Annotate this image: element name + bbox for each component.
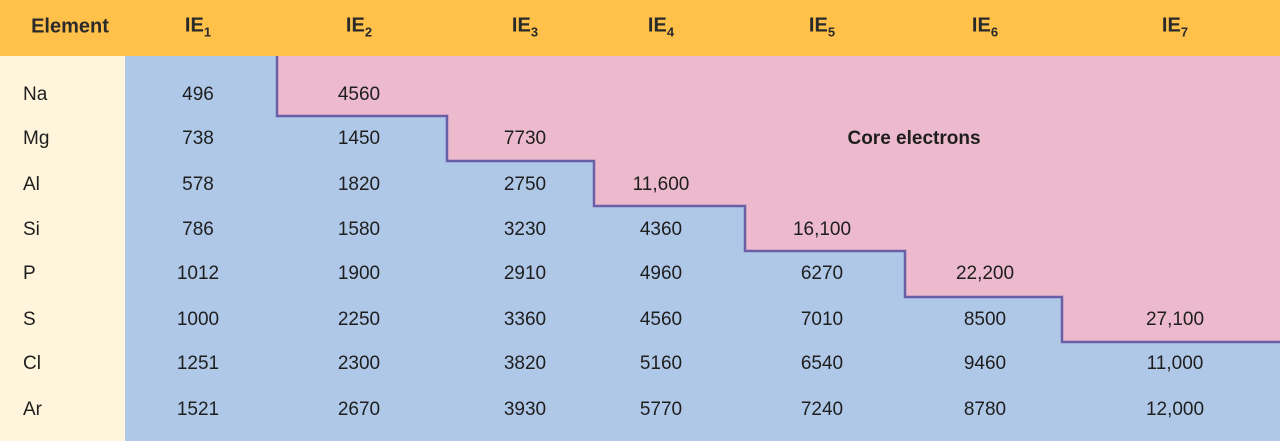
- bottom-rule: [0, 441, 1280, 446]
- table-cell: 1000: [176, 309, 220, 330]
- header-ie4: IE4: [648, 15, 674, 40]
- table-cell: 1450: [337, 128, 381, 149]
- header-ie1: IE1: [185, 15, 211, 40]
- table-header: [0, 0, 1280, 56]
- table-cell: 6540: [800, 353, 844, 374]
- table-cell: 4960: [639, 263, 683, 284]
- header-ie-subscript: 5: [827, 24, 836, 40]
- table-cell: 4560: [639, 309, 683, 330]
- table-cell: 1820: [337, 174, 381, 195]
- core-electrons-label: Core electrons: [847, 128, 981, 149]
- element-mg: Mg: [23, 128, 50, 149]
- table-cell: 2750: [503, 174, 547, 195]
- table-cell: 16,100: [792, 219, 852, 240]
- table-cell: 22,200: [955, 263, 1015, 284]
- table-cell: 786: [182, 219, 214, 240]
- table-cell: 7010: [800, 309, 844, 330]
- table-cell: 3930: [503, 399, 547, 420]
- element-p: P: [23, 263, 36, 284]
- table-cell: 4360: [639, 219, 683, 240]
- element-si: Si: [23, 219, 40, 240]
- element-ar: Ar: [23, 399, 42, 420]
- header-ie-text: IE: [1161, 14, 1181, 37]
- header-element: Element: [31, 15, 109, 38]
- table-cell: 7730: [503, 128, 547, 149]
- header-ie-subscript: 3: [530, 24, 539, 40]
- table-cell: 5160: [639, 353, 683, 374]
- table-cell: 8780: [963, 399, 1007, 420]
- table-cell: 3360: [503, 309, 547, 330]
- header-ie-text: IE: [511, 14, 531, 37]
- header-ie6: IE6: [972, 15, 998, 40]
- header-ie2: IE2: [346, 15, 372, 40]
- table-cell: 578: [182, 174, 214, 195]
- table-cell: 2910: [503, 263, 547, 284]
- table-cell: 9460: [963, 353, 1007, 374]
- table-cell: 1012: [176, 263, 220, 284]
- table-cell: 1521: [176, 399, 220, 420]
- table-cell: 1900: [337, 263, 381, 284]
- element-na: Na: [23, 84, 48, 105]
- table-cell: 738: [182, 128, 214, 149]
- header-ie-subscript: 4: [666, 24, 675, 40]
- table-cell: 2670: [337, 399, 381, 420]
- header-ie7: IE7: [1162, 15, 1188, 40]
- core-electrons-area: [277, 56, 1280, 342]
- table-cell: 2300: [337, 353, 381, 374]
- header-ie-text: IE: [345, 14, 365, 37]
- header-ie-text: IE: [647, 14, 667, 37]
- header-ie5: IE5: [809, 15, 835, 40]
- header-ie-subscript: 1: [203, 24, 212, 40]
- element-column: [0, 56, 125, 441]
- element-al: Al: [23, 174, 40, 195]
- element-cl: Cl: [23, 353, 41, 374]
- table-cell: 3230: [503, 219, 547, 240]
- header-ie-subscript: 7: [1180, 24, 1189, 40]
- table-cell: 496: [182, 84, 214, 105]
- core-boundary-line: [275, 56, 1280, 344]
- table-cell: 6270: [800, 263, 844, 284]
- table-cell: 11,000: [1146, 353, 1204, 374]
- header-ie-text: IE: [184, 14, 204, 37]
- table-cell: 7240: [800, 399, 844, 420]
- header-ie-text: IE: [808, 14, 828, 37]
- element-s: S: [23, 309, 36, 330]
- table-cell: 3820: [503, 353, 547, 374]
- header-ie-subscript: 2: [364, 24, 373, 40]
- table-cell: 8500: [963, 309, 1007, 330]
- table-cell: 27,100: [1145, 309, 1205, 330]
- table-cell: 4560: [337, 84, 381, 105]
- table-cell: 2250: [337, 309, 381, 330]
- header-ie-subscript: 6: [990, 24, 999, 40]
- table-cell: 11,600: [632, 174, 690, 195]
- header-ie3: IE3: [512, 15, 538, 40]
- table-cell: 12,000: [1145, 399, 1205, 420]
- table-cell: 1251: [176, 353, 220, 374]
- header-ie-text: IE: [971, 14, 991, 37]
- table-cell: 1580: [337, 219, 381, 240]
- table-cell: 5770: [639, 399, 683, 420]
